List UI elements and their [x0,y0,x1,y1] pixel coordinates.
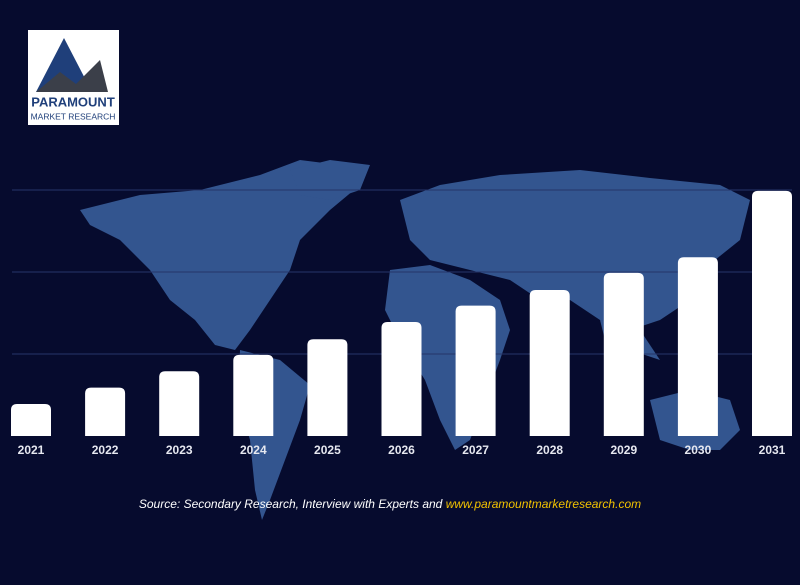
source-note: Source: Secondary Research, Interview wi… [139,497,641,511]
x-tick-label: 2030 [685,443,712,457]
source-text: Source: Secondary Research, Interview wi… [139,497,443,511]
bar [603,272,644,436]
bar [11,404,51,436]
x-tick-label: 2028 [536,443,563,457]
x-tick-label: 2022 [92,443,119,457]
bar [455,305,496,436]
logo-mountain [36,38,92,92]
bar [159,371,200,436]
x-tick-label: 2031 [759,443,786,457]
logo-name: PARAMOUNT [31,94,115,109]
x-tick-label: 2023 [166,443,193,457]
bar [307,339,348,436]
bar [85,387,126,436]
logo-mountain [36,60,108,92]
bar [381,322,422,436]
bar [677,257,718,436]
x-tick-label: 2026 [388,443,415,457]
x-tick-label: 2029 [610,443,637,457]
logo-tagline: MARKET RESEARCH [31,111,116,121]
x-tick-label: 2027 [462,443,489,457]
bar [529,290,570,436]
x-tick-label: 2021 [18,443,45,457]
bar [233,354,274,436]
logo: PARAMOUNT MARKET RESEARCH [28,30,119,125]
x-tick-label: 2024 [240,443,267,457]
bar [752,190,792,436]
source-link: www.paramountmarketresearch.com [446,497,641,511]
x-tick-label: 2025 [314,443,341,457]
